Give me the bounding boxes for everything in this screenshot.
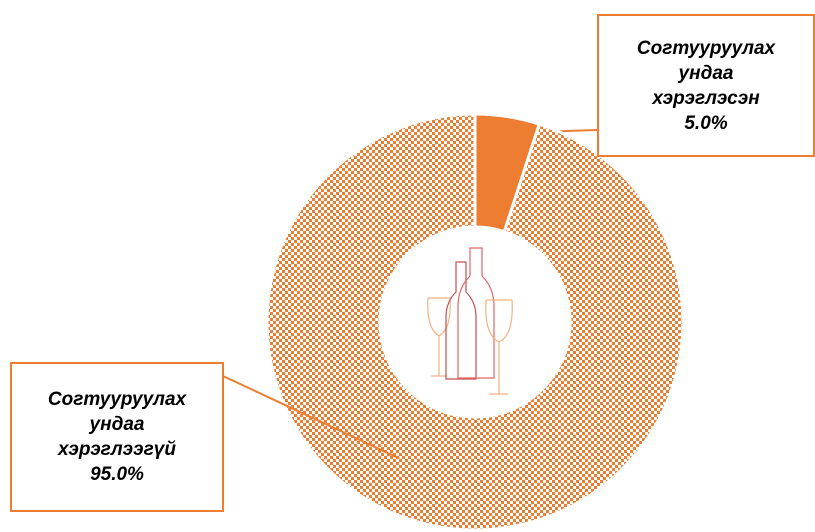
data-label: Согтууруулах ундаа хэрэглээгүй 95.0% [10,362,224,512]
bottle-icon [427,247,513,395]
label-category: Согтууруулах ундаа хэрэглээгүй [47,389,187,460]
label-value: 95.0% [90,464,144,485]
leader-line [222,375,400,460]
label-category: Согтууруулах ундаа хэрэглэсэн [636,37,776,109]
donut-slice [265,112,685,532]
label-value: 5.0% [684,112,728,134]
data-label: Согтууруулах ундаа хэрэглэсэн 5.0% [597,14,815,157]
